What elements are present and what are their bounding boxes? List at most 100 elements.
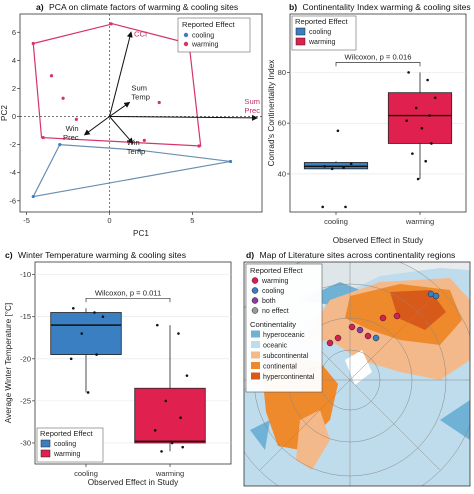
c-xtick-warming: warming [155,469,184,478]
pca-point-warming [197,144,201,148]
vector-label-win-prec: Win Prec [63,124,79,142]
map-legend-label-cooling: cooling [262,288,284,295]
panel-b-annotation: Wilcoxon, p = 0.016 [345,52,412,61]
box-point [153,429,157,432]
map-legend-effects: warming cooling both no effect [251,277,289,315]
map-legend-cont-title: Continentality [250,320,296,329]
box-point [185,374,189,377]
panel-b-boxes [303,71,453,209]
panel-b-title-text: Continentality Index warming & cooling s… [303,2,471,12]
box-point [411,152,414,155]
box-point [349,162,353,166]
panel-a-ytick-label: -2 [9,140,16,149]
box-point [405,119,408,122]
pca-point-warming [31,41,35,46]
box-point [95,353,98,356]
vector-label-cci: CCI [134,29,147,38]
pca-point-cooling [31,194,35,199]
map-legend-swatch-subcontinental [251,351,260,359]
map-study-sites [300,290,440,376]
map-legend-label-subcontinental: subcontinental [263,353,309,360]
box-point [336,129,340,133]
vector-label-win-temp: Win Temp [127,138,146,156]
panel-b-legend-label-cooling: cooling [309,29,331,36]
pca-point-warming [142,138,146,142]
b-ytick-label: 80 [278,68,286,77]
box-point [426,78,429,82]
map-legend-label-continental: continental [263,364,297,371]
box-point [344,205,347,209]
box-point [181,445,185,449]
panel-a-legend-box [177,17,251,53]
panel-d-title-text: Map of Literature sites across continent… [260,250,456,260]
panel-c-legend-label-cooling: cooling [54,441,76,448]
map-subcontinental-america [296,410,330,470]
site-warming [393,312,401,320]
box-point [430,142,433,145]
panel-a-letter: a) [36,2,44,12]
pca-point-cooling [137,148,141,152]
panel-a-xtick-label: -5 [23,216,30,225]
panel-c-bracket [85,297,171,303]
map-legend-label-oceanic: oceanic [263,343,288,350]
panel-c-y-ticks: -30 -25 -20 -15 -10 [20,270,35,447]
panel-b-wilcoxon: Wilcoxon, p = 0.016 [335,52,421,67]
panel-a-xtick-label: 5 [190,216,194,225]
panel-c-legend-swatch-cooling [40,439,51,448]
c-ytick-label: -20 [20,354,31,363]
panel-a-ylabel: PC2 [0,105,9,121]
panel-c-x-ticks: cooling warming [74,464,184,478]
map-legend-swatch-no-effect [251,307,259,314]
box-point [179,416,182,420]
panel-c-legend-title: Reported Effect [40,429,94,438]
panel-a-pca: a) PCA on climate factors of warming & c… [0,2,263,238]
box-point [71,306,75,310]
panel-c-wilcoxon: Wilcoxon, p = 0.011 [85,288,171,303]
panel-a-ytick-label: 4 [12,56,16,65]
c-ytick-label: -30 [20,438,31,447]
panel-b-legend-title: Reported Effect [295,17,349,26]
box-iqr [134,387,206,444]
panel-b-continentality: b) Continentality Index warming & coolin… [267,2,471,245]
map-legend-box [245,263,323,393]
box-point [428,114,431,117]
pca-point-warming [74,117,78,121]
panel-a-title-text: PCA on climate factors of warming & cool… [49,2,238,12]
site-warming [326,339,334,347]
map-legend-label-warming: warming [261,278,289,285]
map-legend-swatch-cooling [251,287,259,294]
c-ytick-label: -15 [20,312,31,321]
c-ytick-label: -25 [20,396,31,405]
box-point [86,391,90,394]
panel-c-legend-label-warming: warming [53,451,81,458]
panel-b-ylabel: Conrad's Continentality Index [267,60,276,167]
box-point [433,96,437,100]
map-legend-label-hypercontinental: hypercontinental [263,374,315,381]
map-frame [243,261,471,487]
panel-a-ytick-label: 2 [12,84,16,93]
b-box-warming [387,71,453,181]
hull-warming [32,23,202,147]
panel-c-legend: Reported Effect cooling warming [36,427,104,463]
box-point [101,315,105,319]
vector-arrow-win-prec [83,116,110,136]
pca-point-warming [61,96,65,100]
vector-label-sum-temp: Sum Temp [131,83,150,101]
map-hypercontinental-region [390,290,446,330]
pca-point-warming [109,22,113,26]
panel-a-legend-label-warming: warming [191,42,219,49]
panel-a-y-ticks: -6 -4 -2 0 2 4 6 [9,28,20,205]
map-legend-swatch-oceanic [251,341,260,348]
panel-b-y-ticks: 40 60 80 [278,68,290,178]
b-ytick-label: 40 [278,169,286,178]
panel-a-vectors: CCI Sum Temp Win Prec Win Temp Sum Prec [63,29,260,156]
panel-a-ytick-label: -6 [9,196,16,205]
c-box-warming [134,323,206,453]
map-legend-classes: hyperoceanic oceanic subcontinental contine… [251,330,315,381]
panel-a-title: a) PCA on climate factors of warming & c… [36,2,238,12]
map-legend-swatch-continental [251,362,260,369]
panel-b-legend-swatch-warming [295,37,306,46]
box-point [155,323,159,327]
panel-c-title-text: Winter Temperature warming & cooling sit… [18,250,186,260]
